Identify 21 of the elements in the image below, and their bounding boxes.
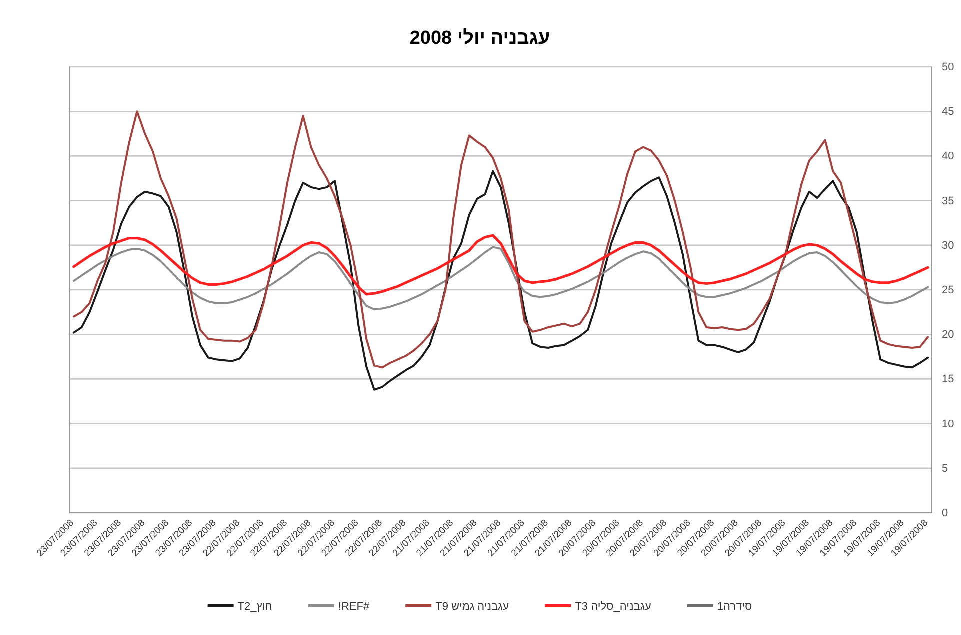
y-tick-label: 40 xyxy=(942,150,954,163)
y-tick-label: 10 xyxy=(942,418,954,430)
y-tick-label: 0 xyxy=(942,508,948,520)
y-tick-label: 15 xyxy=(942,374,954,386)
legend-label: חוץ_T2 xyxy=(238,601,272,613)
y-tick-label: 30 xyxy=(942,240,954,252)
line-series xyxy=(72,234,930,296)
legend-label: סידרה1 xyxy=(717,601,752,613)
y-tick-label: 35 xyxy=(942,195,954,208)
y-tick-label: 20 xyxy=(942,329,954,342)
y-tick-label: 5 xyxy=(942,462,948,475)
line-series xyxy=(72,170,930,391)
line-series xyxy=(72,110,930,369)
legend-label: #REF! xyxy=(338,601,370,613)
line-series xyxy=(72,246,930,311)
y-tick-label: 50 xyxy=(942,62,954,74)
y-tick-label: 45 xyxy=(942,106,954,118)
y-tick-label: 25 xyxy=(942,284,954,297)
legend-label: עגבניה גמיש T9 xyxy=(436,601,510,613)
chart-title: עגבניה יולי 2008 xyxy=(410,28,550,49)
legend-label: עגבניה_סליה T3 xyxy=(575,601,652,613)
